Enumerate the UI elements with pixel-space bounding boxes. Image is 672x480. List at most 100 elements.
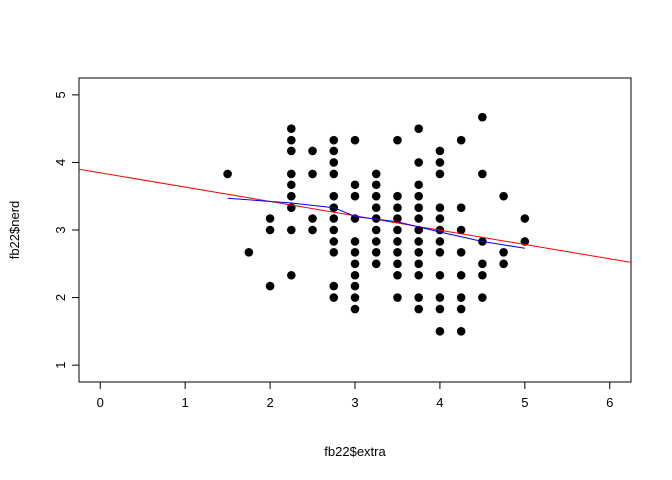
- data-point: [350, 293, 360, 302]
- data-point: [371, 169, 381, 179]
- data-point: [393, 247, 402, 257]
- data-point: [371, 214, 381, 223]
- data-point: [393, 293, 402, 302]
- smooth-line: [227, 197, 525, 249]
- data-point: [308, 169, 317, 179]
- data-point: [414, 180, 423, 190]
- data-point: [329, 214, 339, 223]
- data-point: [520, 214, 530, 223]
- data-point: [287, 225, 296, 235]
- data-point: [414, 191, 423, 201]
- y-axis-title: fb22$nerd: [7, 201, 22, 260]
- data-point: [329, 247, 339, 257]
- data-point: [435, 327, 445, 336]
- data-point: [329, 237, 339, 246]
- data-point: [287, 180, 296, 190]
- data-point: [456, 304, 466, 314]
- x-axis-title: fb22$extra: [324, 444, 386, 459]
- data-point: [371, 259, 381, 269]
- x-tick-label: 4: [436, 395, 443, 410]
- x-tick-label: 3: [351, 395, 358, 410]
- data-point: [499, 191, 508, 201]
- data-point: [308, 214, 317, 223]
- data-point: [371, 247, 381, 257]
- data-point: [350, 191, 360, 201]
- data-point: [435, 146, 445, 156]
- data-point: [287, 124, 296, 133]
- data-point: [244, 247, 254, 257]
- data-point: [435, 304, 445, 314]
- data-point: [371, 225, 381, 235]
- data-point: [371, 203, 381, 213]
- data-point: [414, 237, 423, 246]
- data-point: [478, 169, 487, 179]
- data-point: [435, 270, 445, 280]
- data-point: [414, 214, 423, 223]
- x-tick-label: 6: [606, 395, 613, 410]
- y-tick-label: 5: [53, 91, 68, 98]
- data-point: [435, 169, 445, 179]
- x-tick-label: 2: [266, 395, 273, 410]
- data-point: [329, 135, 339, 145]
- data-point: [456, 203, 466, 213]
- data-point: [393, 203, 402, 213]
- data-point: [414, 247, 423, 257]
- data-point: [414, 270, 423, 280]
- data-point: [371, 180, 381, 190]
- data-point: [414, 124, 423, 133]
- data-point: [414, 158, 423, 167]
- data-point: [456, 327, 466, 336]
- data-point: [456, 293, 466, 302]
- data-point: [393, 135, 402, 145]
- data-point: [350, 270, 360, 280]
- data-point: [393, 270, 402, 280]
- data-point: [435, 247, 445, 257]
- data-point: [435, 293, 445, 302]
- regression-line: [79, 168, 631, 263]
- y-tick-label: 4: [53, 159, 68, 166]
- fit-lines: [79, 168, 631, 263]
- data-point: [287, 169, 296, 179]
- data-point: [435, 237, 445, 246]
- data-point: [478, 259, 487, 269]
- data-point: [287, 270, 296, 280]
- data-point: [350, 237, 360, 246]
- data-point: [478, 270, 487, 280]
- data-point: [329, 293, 339, 302]
- data-point: [329, 191, 339, 201]
- data-point: [456, 270, 466, 280]
- data-point: [435, 158, 445, 167]
- data-point: [350, 304, 360, 314]
- data-point: [499, 259, 508, 269]
- data-point: [435, 214, 445, 223]
- data-point: [456, 225, 466, 235]
- data-point: [308, 225, 317, 235]
- data-point: [393, 214, 402, 223]
- data-point: [456, 247, 466, 257]
- data-point: [414, 259, 423, 269]
- data-point: [329, 146, 339, 156]
- data-point: [223, 169, 232, 179]
- data-point: [435, 203, 445, 213]
- data-point: [350, 259, 360, 269]
- data-point: [393, 237, 402, 246]
- x-axis: 0 1 2 3 4 5 6: [97, 381, 613, 410]
- data-point: [265, 214, 275, 223]
- data-point: [393, 259, 402, 269]
- data-point: [456, 135, 466, 145]
- data-point: [499, 247, 508, 257]
- plot-frame: [78, 77, 632, 383]
- data-point: [265, 281, 275, 291]
- data-point: [287, 135, 296, 145]
- y-tick-label: 1: [53, 361, 68, 368]
- y-axis: 1 2 3 4 5: [53, 91, 80, 369]
- data-point: [393, 191, 402, 201]
- data-point: [329, 169, 339, 179]
- data-point: [308, 146, 317, 156]
- data-point: [371, 191, 381, 201]
- data-point: [478, 293, 487, 302]
- data-point: [265, 225, 275, 235]
- data-point: [287, 146, 296, 156]
- y-tick-label: 3: [53, 226, 68, 233]
